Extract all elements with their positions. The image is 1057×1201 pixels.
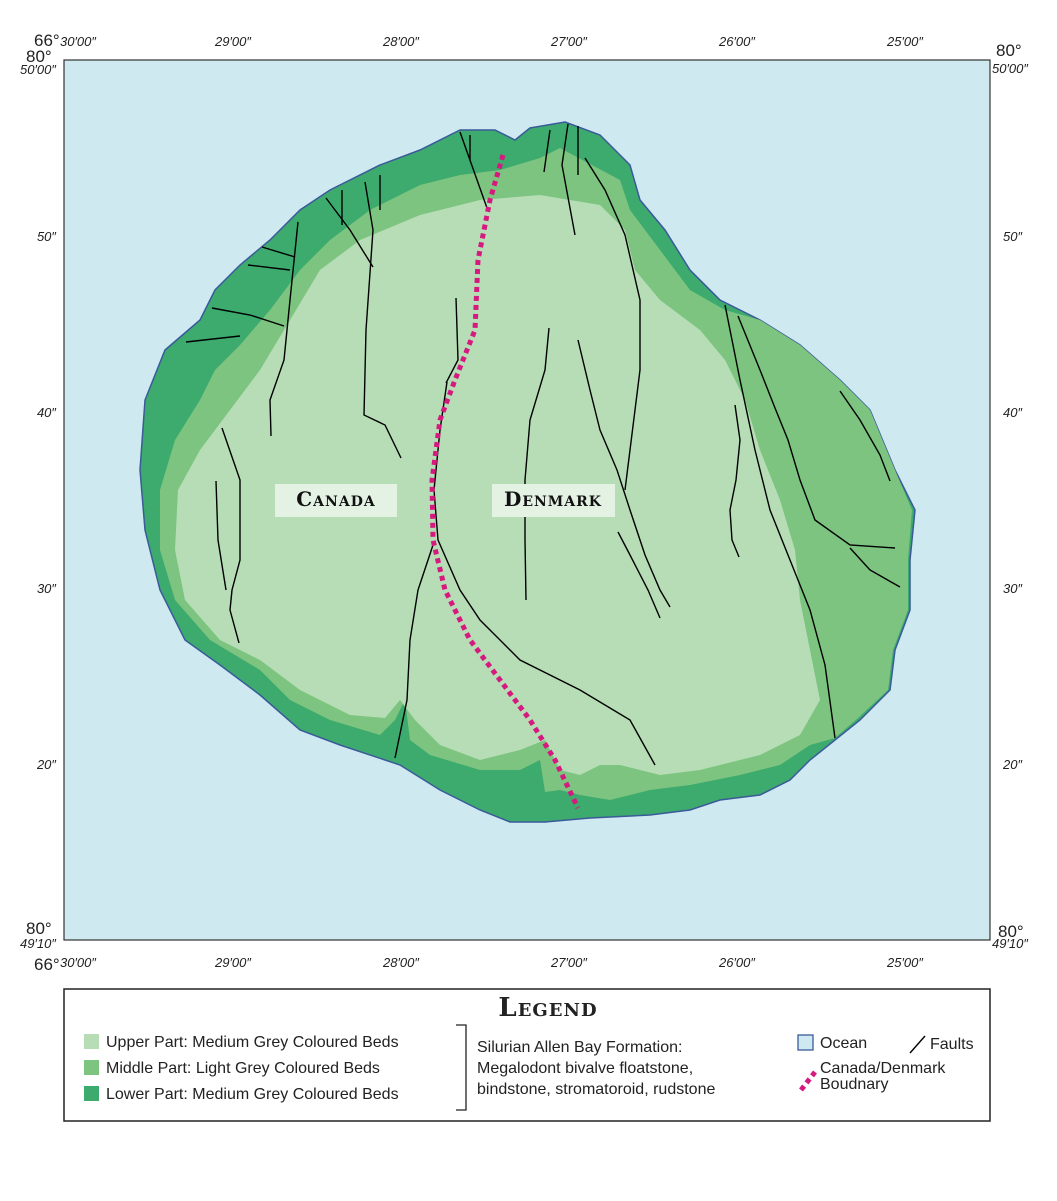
- boundary-line: [429, 154, 581, 810]
- legend-label: Canada/Denmark: [820, 1060, 946, 1077]
- corner-minutes: 30′00″: [60, 34, 96, 49]
- fault: [247, 264, 291, 271]
- fault: [724, 304, 836, 739]
- corner-minutes: 49′10″: [20, 936, 56, 951]
- fault: [737, 315, 896, 549]
- fault: [433, 381, 656, 766]
- fault: [839, 390, 891, 482]
- fault: [617, 531, 661, 619]
- fault: [261, 246, 296, 258]
- corner-degrees: 80°: [998, 922, 1024, 941]
- latitude-label: 40″: [1003, 405, 1022, 420]
- fault: [459, 131, 488, 209]
- longitude-label: 26′00″: [718, 955, 755, 970]
- legend-fault-symbol: [909, 1035, 926, 1054]
- fault: [524, 327, 550, 601]
- latitude-label: 40″: [37, 405, 56, 420]
- label-box: [492, 484, 615, 517]
- fault: [584, 157, 641, 491]
- legend-label: Middle Part: Light Grey Coloured Beds: [106, 1060, 380, 1077]
- fault: [394, 544, 434, 759]
- fault: [325, 197, 374, 268]
- corner-degrees: 66°: [34, 31, 60, 50]
- corner-degrees: 66°: [34, 955, 60, 974]
- legend-box: [63, 988, 991, 1122]
- corner-minutes: 49′10″: [992, 936, 1028, 951]
- corner-minutes: 50′00″: [20, 62, 56, 77]
- fault: [577, 339, 671, 608]
- longitude-label: 25′00″: [886, 955, 923, 970]
- legend-label: Ocean: [820, 1035, 867, 1052]
- fault: [363, 181, 402, 459]
- formation-text: bindstone, stromatoroid, rudstone: [477, 1081, 715, 1098]
- corner-minutes: 30′00″: [60, 955, 96, 970]
- legend-label: Lower Part: Medium Grey Coloured Beds: [106, 1086, 399, 1103]
- longitude-label: 28′00″: [382, 955, 419, 970]
- fault: [729, 404, 741, 558]
- latitude-label: 20″: [1002, 757, 1022, 772]
- legend-label: Faults: [930, 1036, 974, 1053]
- graticule-labels: 29′00″ 29′00″ 28′00″ 28′00″ 27′00″ 27′00″ 26′0…: [36, 34, 1023, 970]
- legend-swatch: [84, 1086, 99, 1101]
- faults: [185, 123, 901, 766]
- longitude-label: 29′00″: [214, 955, 251, 970]
- corner-degrees: 80°: [26, 919, 52, 938]
- legend-swatch: [797, 1034, 814, 1051]
- longitude-label: 25′00″: [886, 34, 923, 49]
- fault: [185, 335, 241, 343]
- longitude-label: 27′00″: [550, 34, 587, 49]
- latitude-label: 20″: [36, 757, 56, 772]
- fault: [849, 547, 901, 588]
- latitude-label: 50″: [37, 229, 56, 244]
- formation-text: Silurian Allen Bay Formation:: [477, 1039, 682, 1056]
- latitude-label: 30″: [37, 581, 56, 596]
- fault: [561, 123, 576, 236]
- corner-degrees: 80°: [996, 41, 1022, 60]
- corner-degrees: 80°: [26, 47, 52, 66]
- formation-text: Megalodont bivalve floatstone,: [477, 1060, 693, 1077]
- longitude-label: 26′00″: [718, 34, 755, 49]
- fault: [445, 297, 459, 384]
- fault: [543, 129, 551, 173]
- fault: [215, 480, 227, 591]
- country-label: Denmark: [504, 487, 602, 511]
- legend-label: Upper Part: Medium Grey Coloured Beds: [106, 1034, 399, 1051]
- legend-swatch: [84, 1060, 99, 1075]
- latitude-label: 30″: [1003, 581, 1022, 596]
- latitude-label: 50″: [1003, 229, 1022, 244]
- fault: [269, 221, 299, 437]
- longitude-label: 29′00″: [214, 34, 251, 49]
- longitude-label: 28′00″: [382, 34, 419, 49]
- longitude-label: 27′00″: [550, 955, 587, 970]
- label-box: [275, 484, 397, 517]
- country-label: Canada: [296, 487, 376, 511]
- legend-label: Boudnary: [820, 1076, 889, 1093]
- legend-bracket: [456, 1024, 467, 1111]
- legend-swatch: [84, 1034, 99, 1049]
- corner-minutes: 50′00″: [992, 61, 1028, 76]
- fault: [211, 307, 285, 327]
- fault: [221, 427, 241, 644]
- legend-boundary-symbol: [799, 1070, 817, 1092]
- legend-title: Legend: [498, 993, 597, 1023]
